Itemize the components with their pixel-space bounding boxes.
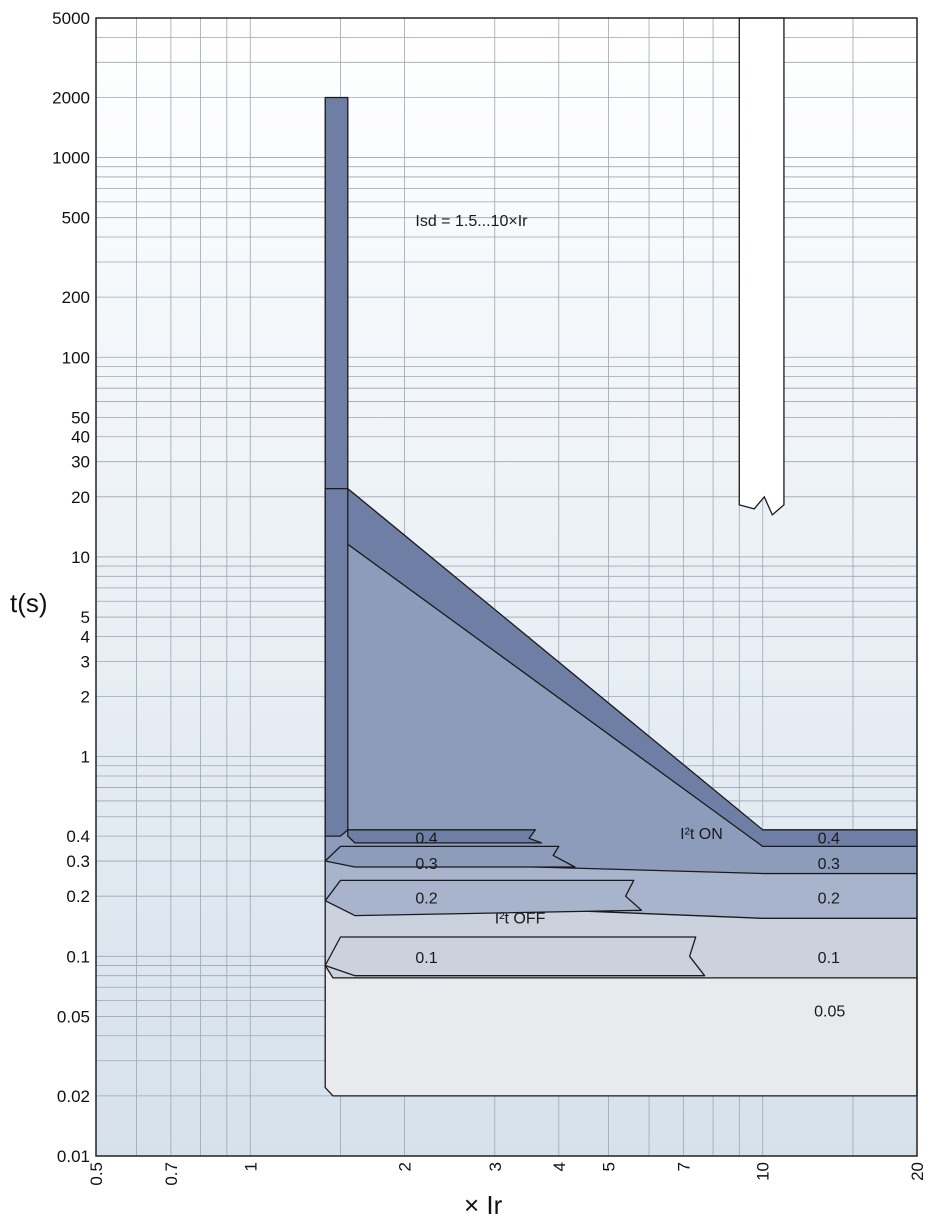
y-tick-label: 200 (62, 288, 90, 307)
band-label: 0.2 (818, 890, 840, 907)
y-tick-label: 10 (71, 548, 90, 567)
y-tick-label: 2 (81, 688, 90, 707)
x-tick-label: 0.5 (87, 1162, 106, 1186)
step-0-4 (347, 829, 543, 844)
band-label: 0.1 (818, 950, 840, 967)
x-tick-label: 2 (396, 1162, 415, 1171)
y-tick-label: 0.4 (66, 827, 90, 846)
band-label: 0.3 (818, 856, 840, 873)
x-tick-label: 20 (908, 1162, 927, 1181)
y-tick-label: 0.3 (66, 852, 90, 871)
annotation: I²t ON (680, 826, 723, 843)
x-tick-label: 4 (550, 1162, 569, 1171)
y-tick-label: 100 (62, 348, 90, 367)
x-tick-label: 10 (754, 1162, 773, 1181)
band-label: 0.1 (415, 950, 437, 967)
band-label: 0.2 (415, 890, 437, 907)
band-0-05 (324, 964, 918, 1097)
band-label: 0.3 (415, 856, 437, 873)
y-tick-label: 0.05 (57, 1007, 90, 1026)
y-tick-label: 1000 (52, 149, 90, 168)
y-tick-label: 1 (81, 748, 90, 767)
x-axis-title: × Ir (464, 1190, 503, 1220)
x-tick-label: 0.7 (162, 1162, 181, 1186)
y-tick-label: 0.02 (57, 1087, 90, 1106)
step-0-2 (324, 879, 643, 917)
y-tick-label: 30 (71, 453, 90, 472)
y-tick-label: 5000 (52, 9, 90, 28)
band-label: 0.05 (814, 1003, 845, 1020)
x-tick-label: 5 (599, 1162, 618, 1171)
plot-frame (95, 17, 918, 1157)
x-tick-label: 3 (486, 1162, 505, 1171)
y-tick-label: 20 (71, 488, 90, 507)
y-tick-label: 3 (81, 652, 90, 671)
band-labels: 0.4 0.3 0.2 0.1 0.4 0.3 0.2 0.1 0.05 Isd = 1.5...… (415, 213, 845, 1020)
tripping-bands (324, 17, 918, 1097)
y-tick-label: 500 (62, 209, 90, 228)
x-tick-labels: 0.5 0.7 1 2 3 4 5 7 10 20 (87, 1162, 927, 1186)
y-tick-label: 40 (71, 428, 90, 447)
step-0-3 (324, 845, 576, 868)
y-tick-label: 2000 (52, 88, 90, 107)
x-tick-label: 7 (674, 1162, 693, 1171)
y-tick-label: 50 (71, 408, 90, 427)
instantaneous-region (738, 17, 785, 516)
band-0-4-strip (324, 487, 349, 837)
band-label: 0.4 (818, 830, 840, 847)
annotation: Isd = 1.5...10×Ir (415, 213, 528, 230)
y-tick-label: 0.01 (57, 1147, 90, 1166)
y-axis-title: t(s) (10, 588, 48, 618)
x-tick-label: 1 (241, 1162, 260, 1171)
y-tick-label: 0.1 (66, 947, 90, 966)
y-tick-label: 5 (81, 608, 90, 627)
y-tick-label: 4 (81, 627, 90, 646)
step-0-1 (324, 936, 706, 977)
annotation: I²t OFF (495, 910, 546, 927)
band-label: 0.4 (415, 830, 437, 847)
y-tick-label: 0.2 (66, 887, 90, 906)
